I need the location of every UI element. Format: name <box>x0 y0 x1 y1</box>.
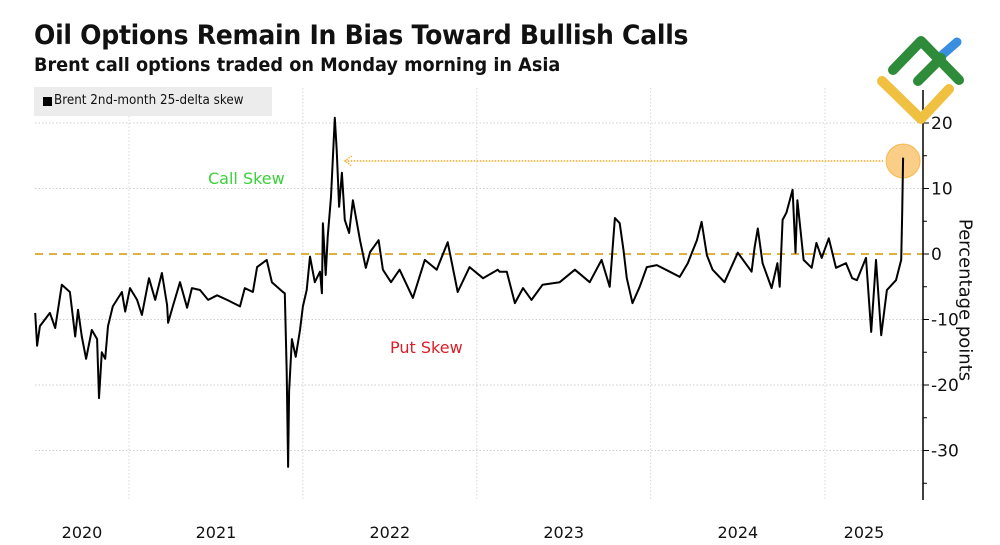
legend-swatch <box>43 97 52 106</box>
y-axis: 20 10 0 -10 -20 -30 <box>922 90 959 500</box>
series-line-brent-skew <box>34 116 905 468</box>
y-tick-label: 20 <box>931 114 953 134</box>
x-axis: 2020 2021 2022 2023 2024 2025 <box>62 523 885 542</box>
logo-green-chevron <box>888 36 964 85</box>
x-tick-label: 2021 <box>196 523 237 542</box>
y-tick-label: -10 <box>931 311 959 331</box>
y-tick-label: 0 <box>931 245 942 265</box>
x-tick-label: 2024 <box>717 523 758 542</box>
logo-blue-stroke <box>936 37 962 61</box>
grid <box>35 88 923 500</box>
chart-title: Oil Options Remain In Bias Toward Bullis… <box>34 20 689 51</box>
call-skew-annotation: Call Skew <box>208 169 285 188</box>
put-skew-annotation: Put Skew <box>390 338 463 357</box>
logo-green-stroke <box>913 53 946 86</box>
brand-logo <box>877 36 964 124</box>
series-layer <box>34 116 905 468</box>
logo-yellow-chevron <box>877 76 954 124</box>
x-tick-label: 2022 <box>369 523 410 542</box>
y-tick-label: 10 <box>931 180 953 200</box>
x-tick-label: 2025 <box>844 523 885 542</box>
y-axis-label: Percentage points <box>954 218 976 382</box>
y-tick-label: -30 <box>931 442 959 462</box>
highlight-annotation <box>343 143 921 179</box>
x-tick-label: 2023 <box>543 523 584 542</box>
legend: Brent 2nd-month 25-delta skew <box>34 87 272 116</box>
chart-subtitle: Brent call options traded on Monday morn… <box>34 54 561 76</box>
annotation-arrowhead <box>343 155 353 167</box>
y-tick-label: -20 <box>931 376 959 396</box>
legend-label: Brent 2nd-month 25-delta skew <box>54 93 244 108</box>
x-tick-label: 2020 <box>62 523 103 542</box>
